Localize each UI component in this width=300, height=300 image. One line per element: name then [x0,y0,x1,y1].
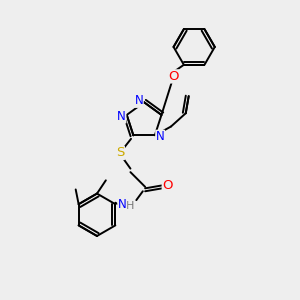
Text: N: N [134,94,143,107]
Text: O: O [168,70,179,83]
Text: H: H [126,201,135,211]
Text: N: N [118,198,127,211]
Text: N: N [117,110,126,123]
Text: N: N [156,130,164,143]
Text: S: S [116,146,124,160]
Text: O: O [162,179,173,192]
